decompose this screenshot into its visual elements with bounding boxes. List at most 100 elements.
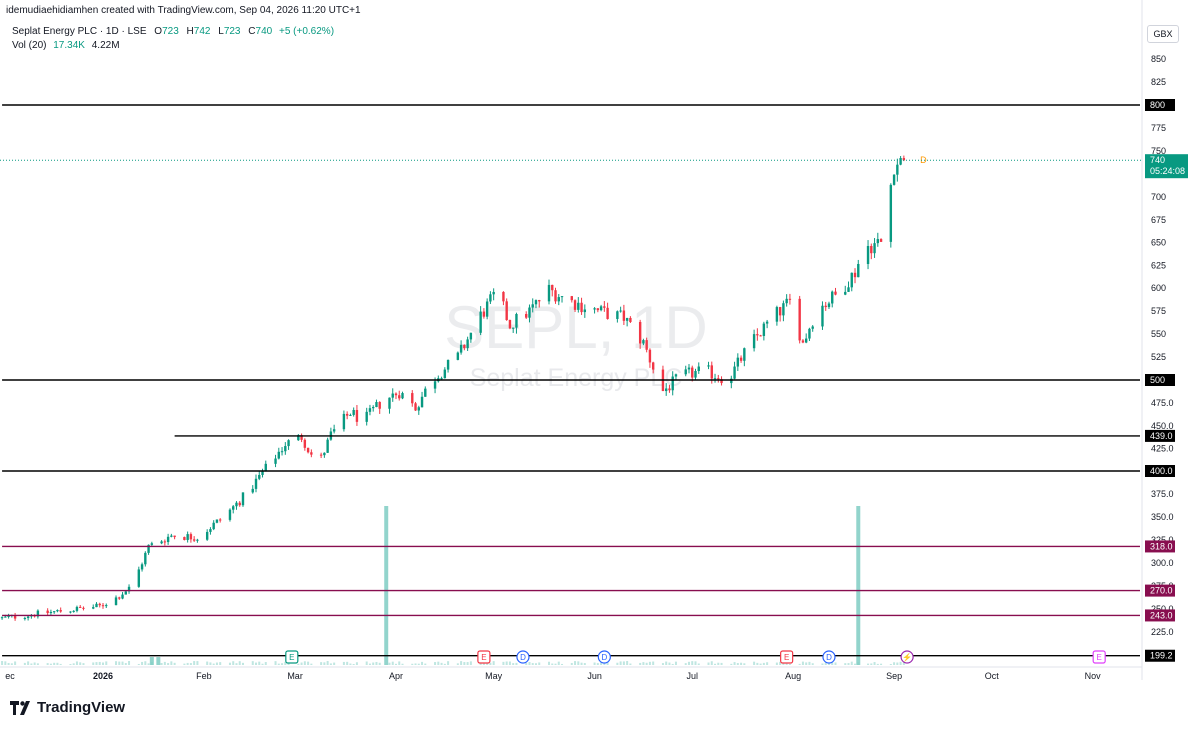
- candle-body: [577, 302, 580, 310]
- event-marker-dividend[interactable]: [822, 650, 836, 664]
- y-tick-label: 225.0: [1151, 627, 1174, 637]
- volume-bar: [479, 662, 482, 665]
- volume-bar: [753, 661, 756, 665]
- volume-bar: [515, 662, 518, 665]
- volume-bar: [365, 661, 368, 665]
- candle-body: [173, 535, 176, 538]
- volume-bar: [378, 662, 381, 665]
- currency-button[interactable]: GBX: [1147, 25, 1179, 43]
- volume-bar: [694, 661, 697, 665]
- candle-body: [72, 610, 75, 612]
- event-marker-dividend[interactable]: [516, 650, 530, 664]
- candle-body: [671, 376, 674, 391]
- candle-body: [424, 388, 427, 397]
- volume-bar: [241, 662, 244, 665]
- candle-body: [717, 378, 720, 380]
- candle-body: [26, 616, 30, 619]
- volume-bar: [766, 662, 769, 665]
- tradingview-logo[interactable]: TradingView: [10, 699, 125, 716]
- candle-body: [583, 309, 587, 313]
- volume-bar: [684, 663, 687, 665]
- volume-bar: [583, 663, 586, 665]
- horizontal-line-badge: [1145, 465, 1175, 477]
- horizontal-lines[interactable]: 800 500 439.0 400.0 318.0 270.0 243.0 199.2: [2, 99, 1175, 662]
- volume-bar: [372, 662, 375, 665]
- volume-bar: [561, 663, 564, 665]
- event-marker-dividend[interactable]: [597, 650, 611, 664]
- event-marker-earnings-red[interactable]: [780, 650, 794, 664]
- volume-label[interactable]: Vol (20): [12, 40, 47, 51]
- volume-bar: [128, 661, 131, 665]
- candle-body: [785, 298, 788, 304]
- horizontal-line-badge: [1145, 429, 1175, 442]
- upcoming-dividend-marker[interactable]: D: [920, 155, 927, 165]
- candle-body: [352, 409, 355, 415]
- horizontal-line-badge: [1145, 584, 1175, 597]
- candle-body: [36, 610, 40, 617]
- volume-bar: [398, 661, 401, 665]
- time-axis[interactable]: ec 2026 Feb Mar Apr May Jun Jul Aug Sep Oct Nov: [0, 666, 1142, 681]
- event-marker-split[interactable]: [900, 650, 914, 664]
- volume-bar: [743, 663, 746, 665]
- candle-body: [303, 439, 307, 448]
- candle-body: [821, 305, 824, 327]
- volume-bar: [899, 661, 902, 665]
- candle-body: [857, 263, 860, 278]
- candle-body: [515, 313, 518, 328]
- horizontal-line-label: 318.0: [1150, 541, 1173, 551]
- candle-body: [186, 534, 189, 540]
- high-value: 742: [193, 26, 211, 37]
- horizontal-line-label: 500: [1150, 375, 1165, 385]
- event-marker-earnings-future[interactable]: [1092, 650, 1106, 664]
- volume-bar: [508, 661, 511, 665]
- symbol-title[interactable]: Seplat Energy PLC · 1D · LSE: [12, 26, 147, 37]
- volume-bar: [118, 661, 121, 665]
- volume-bar: [492, 661, 495, 665]
- candle-body: [124, 591, 127, 595]
- volume-bar: [206, 661, 209, 665]
- volume-spike-bar: [156, 657, 161, 665]
- volume-bar: [98, 661, 101, 665]
- volume-spike-bar: [149, 657, 154, 665]
- volume-bar: [27, 661, 30, 665]
- volume-bar: [342, 661, 345, 665]
- volume-bar: [391, 661, 394, 665]
- candle-body: [414, 403, 417, 411]
- volume-bar: [30, 663, 33, 665]
- candle-body: [824, 305, 827, 308]
- candle-body: [492, 291, 495, 295]
- candle-body: [482, 311, 486, 317]
- volume-bar: [548, 661, 551, 665]
- candle-body: [489, 294, 492, 302]
- volume-bar: [831, 661, 834, 665]
- x-tick-label: Apr: [389, 671, 403, 681]
- candle-body: [189, 534, 193, 540]
- candle-body: [876, 239, 880, 244]
- volume-bar: [460, 661, 463, 665]
- volume-bar: [762, 662, 765, 665]
- candle-body: [75, 606, 79, 611]
- last-price-value: 740: [1150, 155, 1165, 165]
- volume-bar: [368, 663, 371, 665]
- candle-body: [140, 564, 144, 570]
- event-marker-earnings-past[interactable]: [285, 650, 299, 664]
- candle-body: [105, 605, 108, 607]
- volume-bar: [671, 663, 674, 665]
- candle-body: [277, 451, 280, 459]
- event-marker-earnings-red[interactable]: [477, 650, 491, 664]
- volume-bar: [622, 661, 625, 665]
- y-tick-label: 350.0: [1151, 512, 1174, 522]
- candle-body: [79, 606, 82, 608]
- candle-body: [847, 287, 850, 292]
- volume-bar: [577, 661, 580, 665]
- event-markers[interactable]: E E D D E D ⚡ E D: [285, 155, 1106, 664]
- candle-body: [82, 607, 85, 609]
- candle-body: [287, 440, 290, 447]
- candle-body: [251, 488, 254, 493]
- volume-bar: [14, 661, 17, 665]
- candle-body: [834, 291, 837, 295]
- candle-body: [879, 239, 883, 242]
- volume-bar: [375, 661, 378, 665]
- volume-bar: [697, 663, 700, 665]
